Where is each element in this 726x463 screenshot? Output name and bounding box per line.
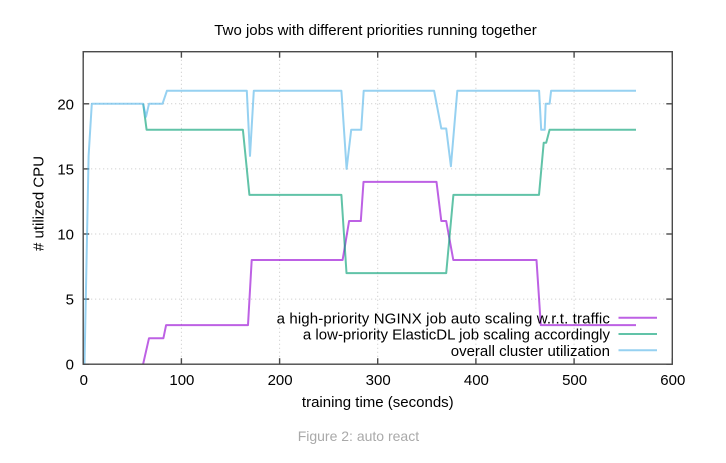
svg-text:a high-priority NGINX job auto: a high-priority NGINX job auto scaling w… [277, 310, 611, 327]
svg-text:300: 300 [366, 372, 391, 389]
svg-text:0: 0 [66, 357, 74, 374]
svg-text:Figure 2: auto react: Figure 2: auto react [298, 428, 420, 444]
svg-text:100: 100 [169, 372, 194, 389]
svg-text:0: 0 [80, 372, 88, 389]
svg-text:600: 600 [660, 372, 685, 389]
svg-text:400: 400 [464, 372, 489, 389]
svg-text:500: 500 [562, 372, 587, 389]
svg-text:Two jobs with different priori: Two jobs with different priorities runni… [214, 22, 536, 39]
svg-text:overall cluster utilization: overall cluster utilization [451, 343, 610, 360]
svg-text:20: 20 [57, 96, 74, 113]
svg-text:10: 10 [57, 227, 74, 244]
svg-text:5: 5 [66, 292, 74, 309]
svg-text:training time (seconds): training time (seconds) [302, 394, 454, 411]
svg-text:200: 200 [268, 372, 293, 389]
svg-text:# utilized CPU: # utilized CPU [31, 156, 48, 251]
svg-text:15: 15 [57, 161, 74, 178]
svg-text:a low-priority ElasticDL job s: a low-priority ElasticDL job scaling acc… [303, 327, 611, 344]
